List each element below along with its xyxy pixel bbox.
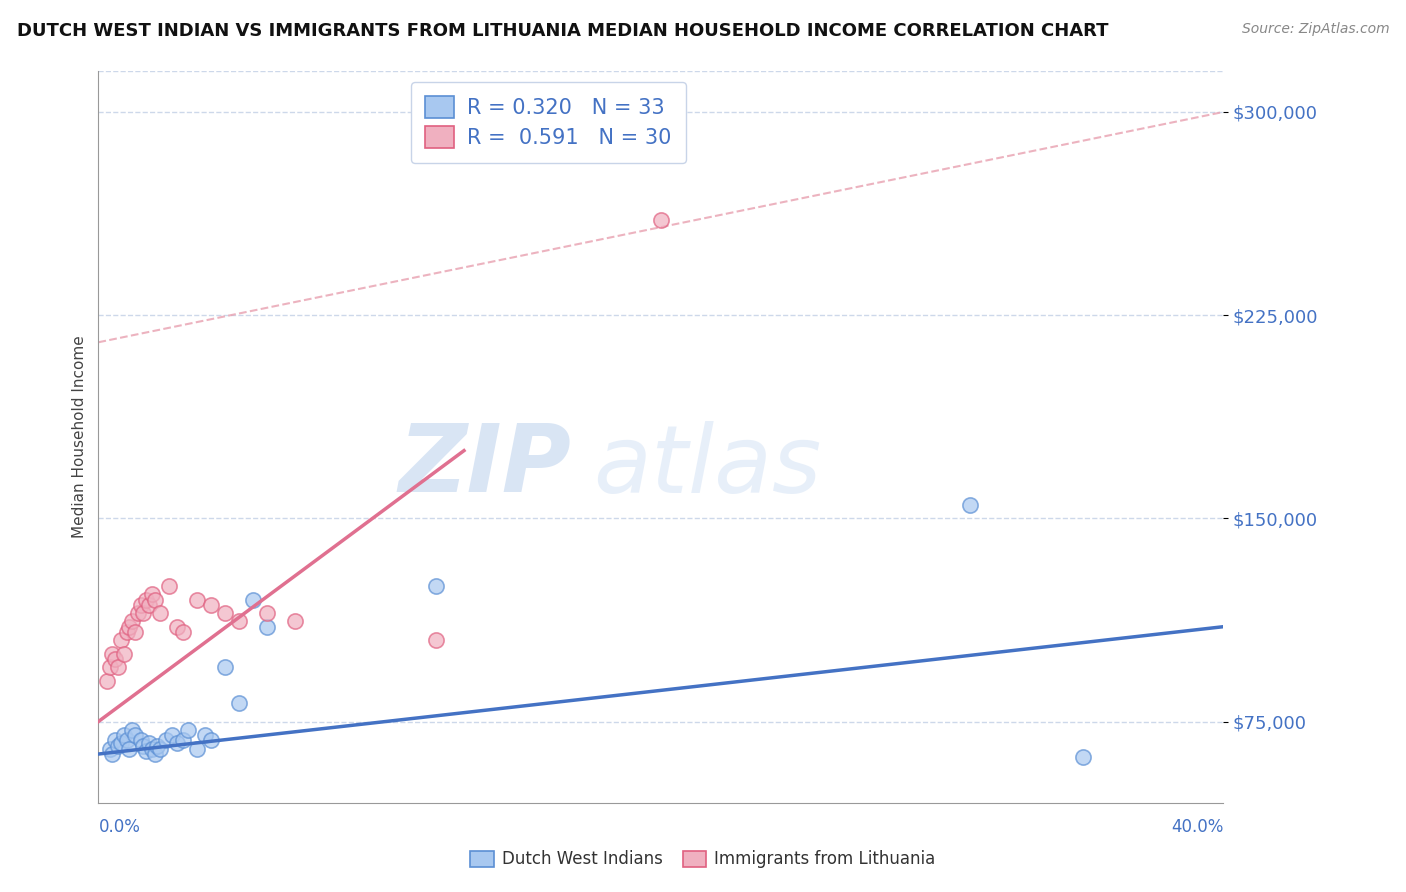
Point	[112, 647, 135, 661]
Point	[138, 598, 160, 612]
Point	[141, 741, 163, 756]
Point	[146, 739, 169, 753]
Point	[141, 587, 163, 601]
Point	[115, 733, 138, 747]
Text: DUTCH WEST INDIAN VS IMMIGRANTS FROM LITHUANIA MEDIAN HOUSEHOLD INCOME CORRELATI: DUTCH WEST INDIAN VS IMMIGRANTS FROM LIT…	[17, 22, 1108, 40]
Point	[121, 723, 143, 737]
Point	[1071, 749, 1094, 764]
Point	[177, 723, 200, 737]
Point	[166, 620, 188, 634]
Point	[101, 647, 124, 661]
Point	[112, 728, 135, 742]
Point	[200, 598, 222, 612]
Point	[186, 741, 208, 756]
Point	[98, 741, 121, 756]
Point	[200, 733, 222, 747]
Point	[143, 747, 166, 761]
Point	[124, 625, 146, 640]
Point	[104, 652, 127, 666]
Point	[284, 615, 307, 629]
Point	[256, 606, 278, 620]
Point	[228, 615, 250, 629]
Point	[132, 739, 155, 753]
Point	[194, 728, 217, 742]
Point	[110, 633, 132, 648]
Point	[132, 606, 155, 620]
Point	[256, 620, 278, 634]
Point	[118, 620, 141, 634]
Legend: Dutch West Indians, Immigrants from Lithuania: Dutch West Indians, Immigrants from Lith…	[463, 842, 943, 877]
Point	[155, 733, 177, 747]
Point	[129, 598, 152, 612]
Point	[160, 728, 183, 742]
Point	[118, 741, 141, 756]
Text: atlas: atlas	[593, 421, 821, 512]
Point	[242, 592, 264, 607]
Y-axis label: Median Household Income: Median Household Income	[72, 335, 87, 539]
Point	[214, 660, 236, 674]
Point	[98, 660, 121, 674]
Point	[149, 741, 172, 756]
Point	[127, 606, 149, 620]
Point	[101, 747, 124, 761]
Point	[107, 739, 129, 753]
Text: ZIP: ZIP	[398, 420, 571, 512]
Point	[186, 592, 208, 607]
Legend: R = 0.320   N = 33, R =  0.591   N = 30: R = 0.320 N = 33, R = 0.591 N = 30	[411, 82, 686, 162]
Point	[228, 696, 250, 710]
Point	[149, 606, 172, 620]
Text: 0.0%: 0.0%	[98, 818, 141, 836]
Point	[214, 606, 236, 620]
Point	[110, 736, 132, 750]
Text: 40.0%: 40.0%	[1171, 818, 1223, 836]
Point	[121, 615, 143, 629]
Point	[172, 733, 194, 747]
Point	[425, 633, 447, 648]
Point	[138, 736, 160, 750]
Point	[135, 744, 157, 758]
Point	[143, 592, 166, 607]
Point	[166, 736, 188, 750]
Point	[172, 625, 194, 640]
Point	[124, 728, 146, 742]
Point	[425, 579, 447, 593]
Point	[129, 733, 152, 747]
Point	[135, 592, 157, 607]
Point	[96, 673, 118, 688]
Text: Source: ZipAtlas.com: Source: ZipAtlas.com	[1241, 22, 1389, 37]
Point	[107, 660, 129, 674]
Point	[157, 579, 180, 593]
Point	[650, 213, 672, 227]
Point	[115, 625, 138, 640]
Point	[959, 498, 981, 512]
Point	[104, 733, 127, 747]
